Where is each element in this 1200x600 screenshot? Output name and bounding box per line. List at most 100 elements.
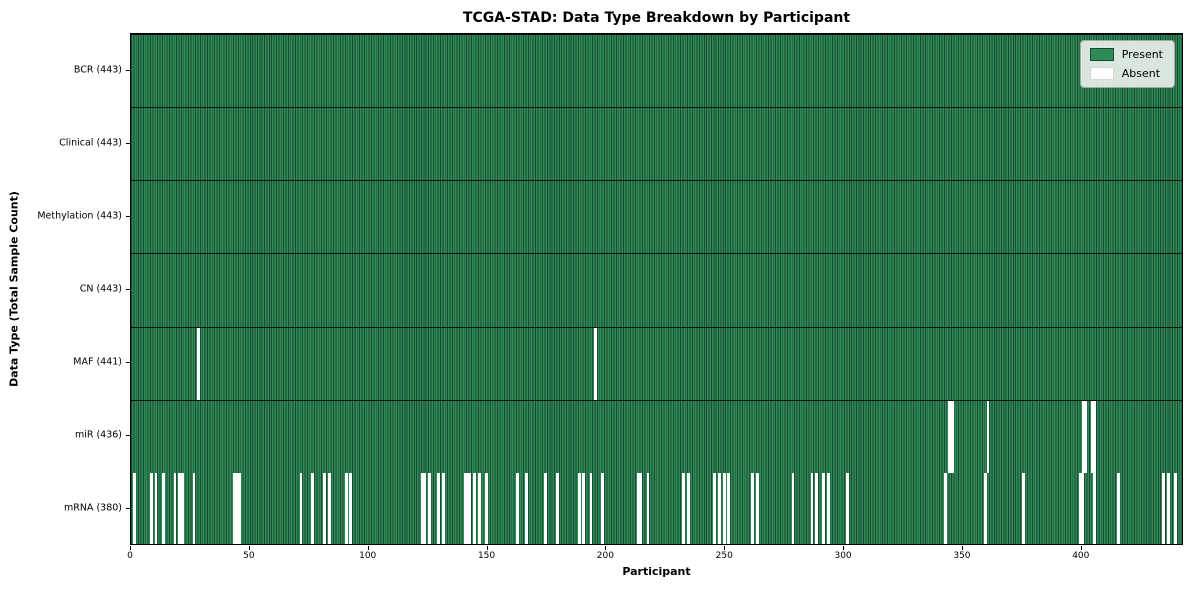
absent-stripe	[815, 472, 819, 544]
absent-stripe	[943, 472, 947, 544]
row-methylation	[131, 180, 1182, 253]
legend-absent-swatch	[1089, 67, 1114, 80]
absent-stripe	[589, 472, 593, 544]
absent-stripe	[192, 472, 196, 544]
x-tick-mark	[367, 546, 369, 550]
absent-stripe	[420, 472, 424, 544]
legend-entry-present: Present	[1089, 48, 1163, 61]
absent-stripe	[299, 472, 303, 544]
absent-stripe	[133, 472, 137, 544]
x-tick-label: 250	[715, 551, 733, 561]
absent-stripe	[178, 472, 182, 544]
absent-stripe	[594, 327, 598, 400]
x-tick-label: 400	[1072, 551, 1090, 561]
row-clinical	[131, 107, 1182, 180]
y-tick-mark	[126, 289, 130, 290]
absent-stripe	[950, 400, 954, 473]
legend: Present Absent	[1079, 40, 1175, 88]
absent-stripe	[713, 472, 717, 544]
absent-stripe	[751, 472, 755, 544]
y-tick-label: miR (436)	[74, 429, 122, 441]
absent-stripe	[722, 472, 726, 544]
absent-stripe	[1091, 400, 1094, 473]
absent-stripe	[515, 472, 519, 544]
row-cn	[131, 253, 1182, 326]
y-tick-mark	[126, 69, 130, 71]
x-tick-label: 350	[953, 551, 971, 561]
absent-stripe	[1083, 400, 1087, 473]
y-tick-mark	[126, 142, 130, 144]
x-tick-label: 150	[477, 551, 496, 561]
absent-stripe	[948, 400, 952, 473]
absent-stripe	[687, 472, 690, 544]
y-tick-mark	[126, 435, 130, 437]
absent-stripe	[477, 472, 481, 544]
row-bcr	[131, 34, 1182, 107]
absent-stripe	[154, 472, 158, 544]
legend-entry-absent: Absent	[1089, 67, 1163, 80]
y-tick-label: Methylation (443)	[37, 210, 122, 222]
absent-stripe	[349, 472, 353, 544]
x-tick-mark	[605, 546, 607, 550]
absent-stripe	[197, 327, 201, 400]
y-tick-label: MAF (441)	[73, 356, 122, 368]
absent-stripe	[727, 472, 731, 544]
absent-stripe	[1174, 472, 1178, 544]
absent-stripe	[525, 472, 529, 544]
absent-stripe	[323, 472, 327, 544]
absent-stripe	[484, 472, 488, 544]
absent-stripe	[577, 472, 581, 544]
row-mir	[131, 399, 1182, 473]
absent-stripe	[149, 472, 153, 544]
absent-stripe	[986, 400, 990, 473]
absent-stripe	[822, 472, 826, 544]
absent-stripe	[1167, 472, 1171, 544]
absent-stripe	[161, 472, 165, 544]
y-tick-mark	[126, 215, 130, 217]
absent-stripe	[235, 472, 239, 544]
x-tick-mark	[248, 546, 250, 550]
y-tick-label: BCR (443)	[73, 64, 122, 76]
y-tick-mark	[126, 362, 130, 364]
absent-stripe	[311, 472, 315, 544]
absent-stripe	[755, 472, 759, 544]
x-axis-label: Participant	[622, 565, 691, 578]
x-tick-mark	[724, 546, 726, 550]
absent-stripe	[646, 472, 650, 544]
legend-absent-label: Absent	[1121, 67, 1161, 80]
chart-title: TCGA-STAD: Data Type Breakdown by Partic…	[462, 10, 851, 26]
x-tick-label: 200	[596, 551, 614, 561]
x-tick-mark	[961, 546, 963, 550]
x-tick-mark	[130, 546, 131, 550]
x-tick-label: 300	[834, 551, 852, 561]
absent-stripe	[328, 472, 331, 544]
absent-stripe	[437, 472, 441, 544]
x-tick-mark	[1080, 546, 1082, 550]
absent-stripe	[1162, 472, 1166, 544]
absent-stripe	[1081, 472, 1085, 544]
y-axis-label: Data Type (Total Sample Count)	[7, 191, 21, 387]
x-tick-label: 50	[243, 551, 255, 561]
y-tick-label: CN (443)	[79, 283, 122, 295]
absent-stripe	[984, 472, 987, 544]
y-tick-label: Clinical (443)	[59, 137, 122, 149]
plot-area: Present Absent	[130, 33, 1183, 545]
absent-stripe	[791, 472, 795, 544]
absent-stripe	[233, 472, 236, 544]
absent-stripe	[473, 472, 476, 544]
absent-stripe	[463, 472, 467, 544]
row-mrna	[131, 472, 1182, 544]
absent-stripe	[1117, 472, 1121, 544]
absent-stripe	[544, 472, 548, 544]
absent-stripe	[237, 472, 241, 544]
absent-stripe	[1081, 400, 1085, 473]
legend-present-label: Present	[1121, 48, 1163, 61]
y-tick-mark	[126, 508, 130, 510]
absent-stripe	[827, 472, 831, 544]
y-tick-label: mRNA (380)	[63, 502, 122, 514]
absent-stripe	[173, 472, 177, 544]
absent-stripe	[1093, 400, 1097, 473]
absent-stripe	[682, 472, 686, 544]
absent-stripe	[556, 472, 560, 544]
